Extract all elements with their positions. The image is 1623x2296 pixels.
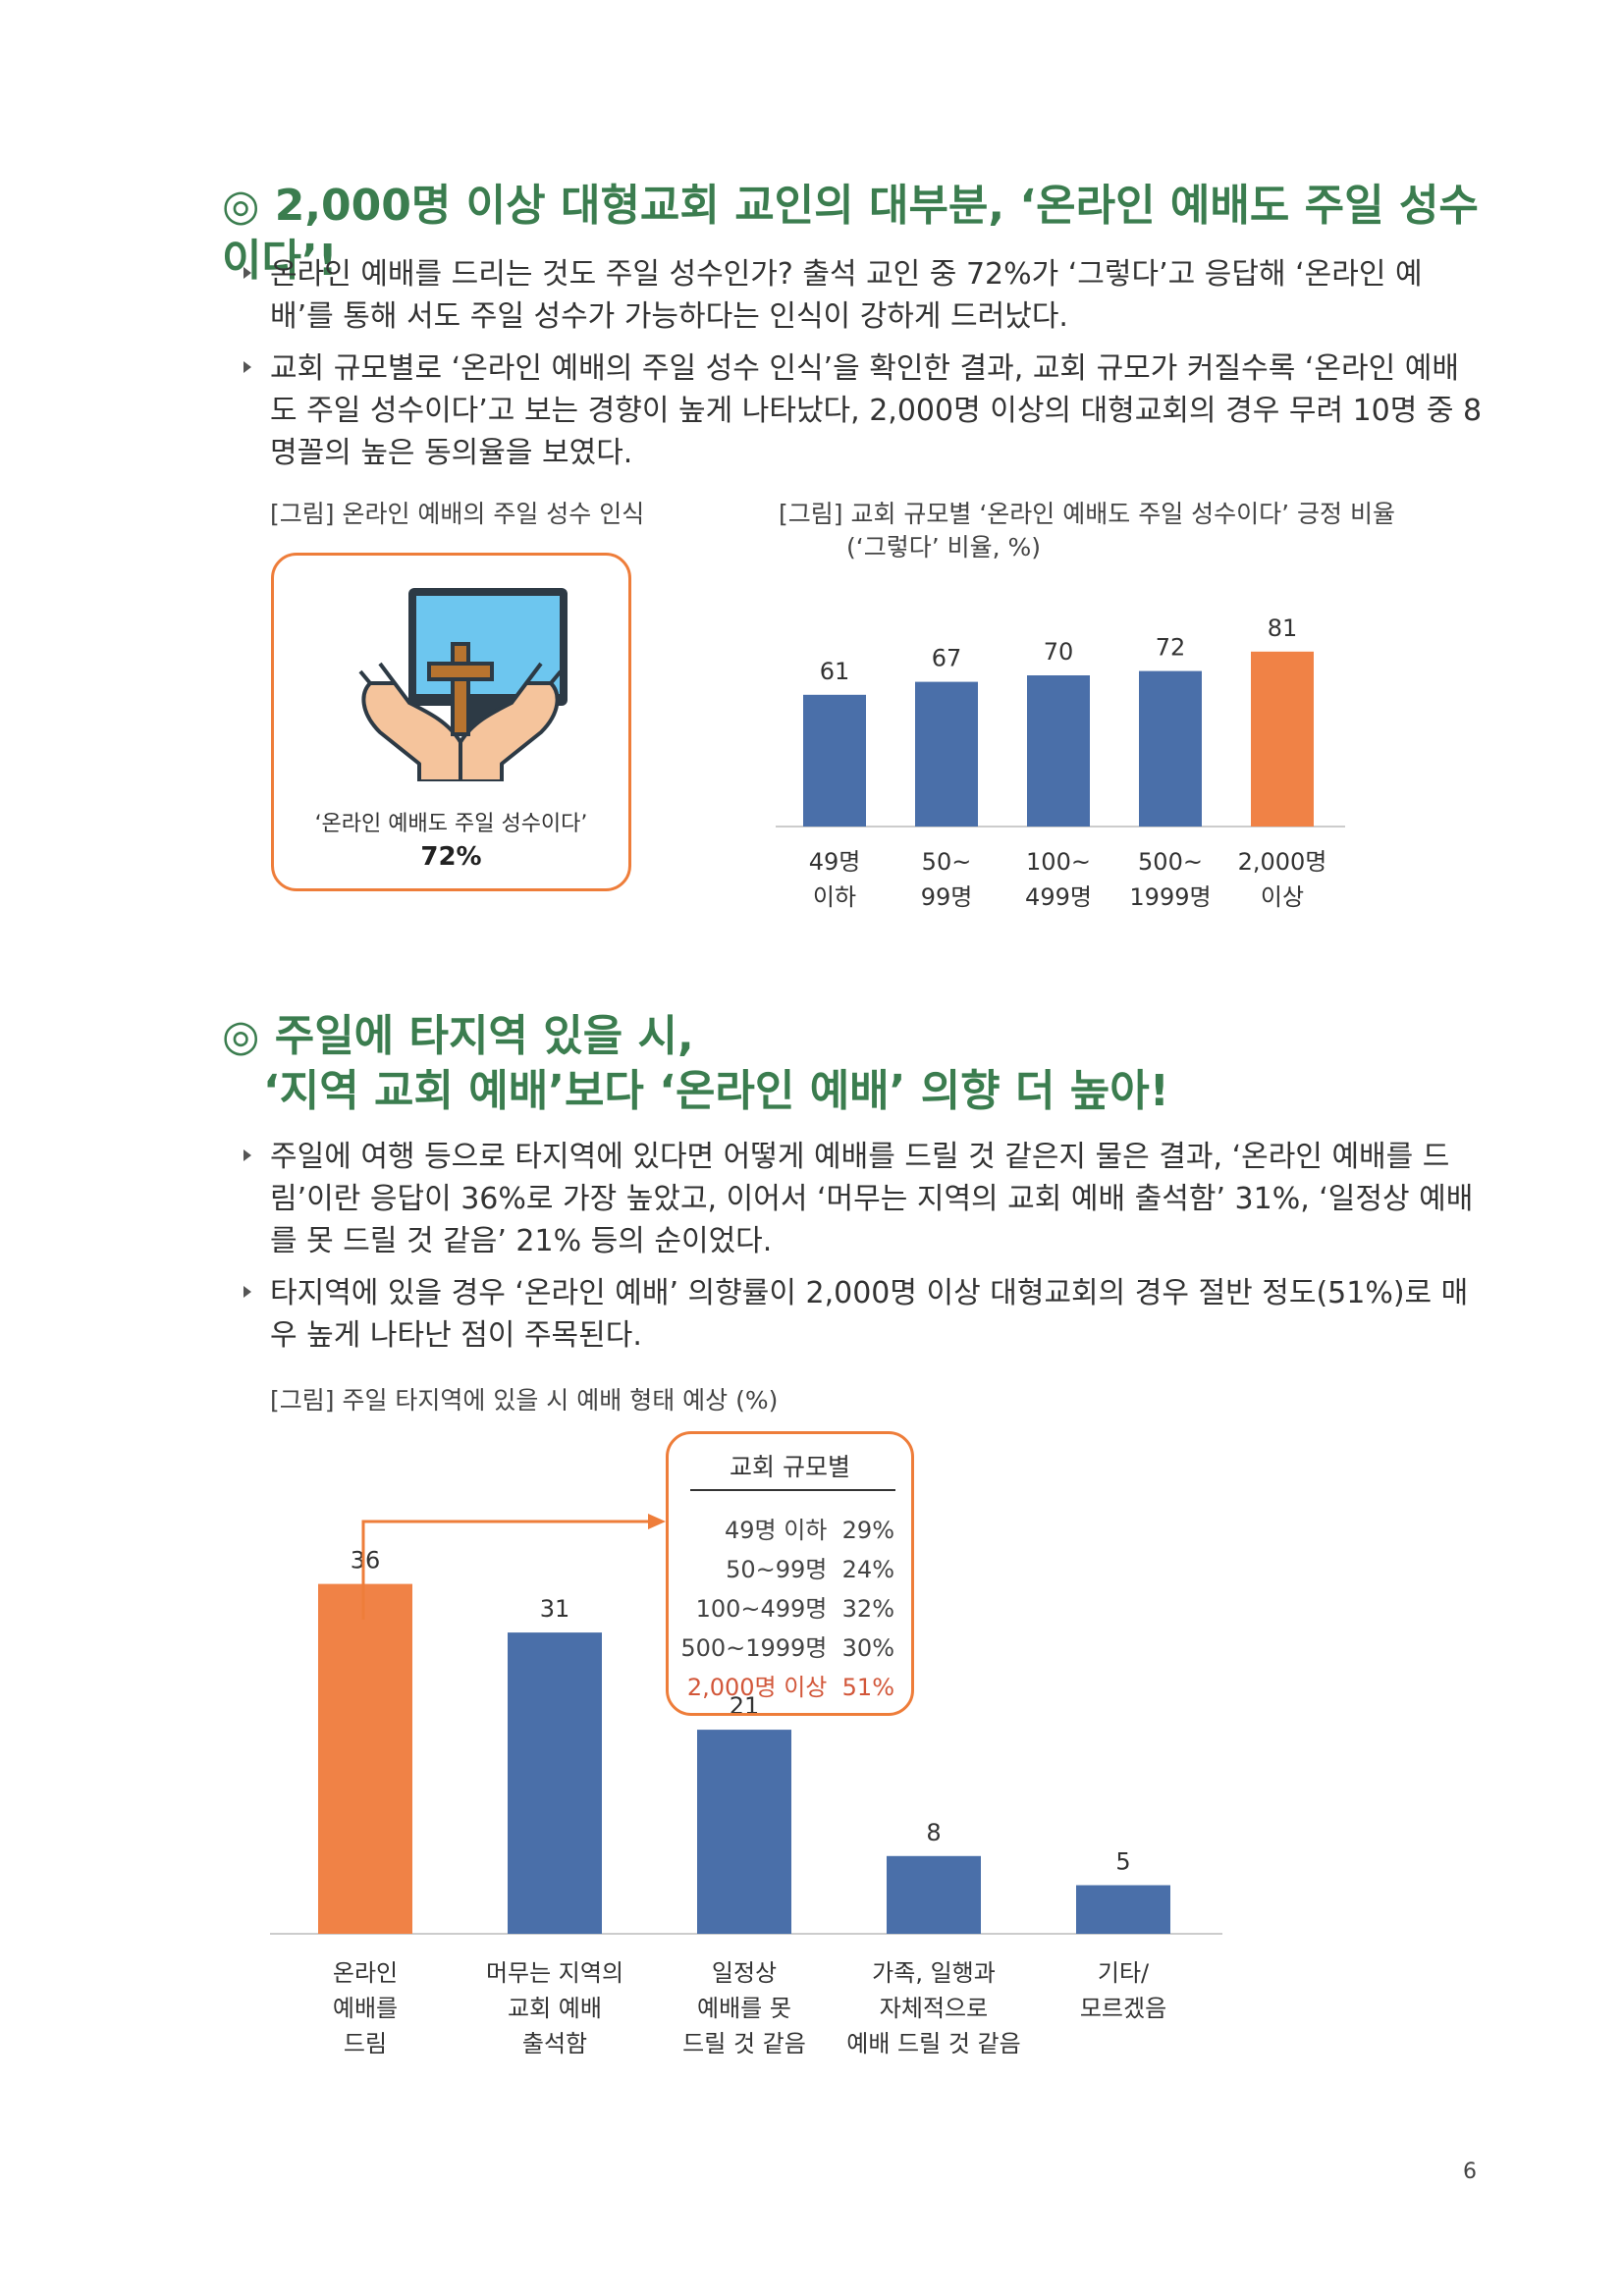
section2-bullet-2: 타지역에 있을 경우 ‘온라인 예배’ 의향률이 2,000명 이상 대형교회의… xyxy=(243,1272,1483,1357)
page-number: 6 xyxy=(1463,2160,1477,2184)
inset-row-value: 51% xyxy=(841,1674,894,1701)
data-label: 36 xyxy=(351,1547,381,1575)
category-label: 교회 예배 xyxy=(508,1995,602,2022)
category-label: 머무는 지역의 xyxy=(486,1959,623,1987)
category-label: 예배를 xyxy=(333,1995,398,2022)
inset-row-value: 32% xyxy=(841,1595,894,1623)
size-breakdown-box: 교회 규모별 49명 이하 29% 50~99명 24% 100~499명 32… xyxy=(666,1431,914,1716)
inset-row-label: 500~1999명 xyxy=(680,1634,828,1662)
bar xyxy=(1251,651,1314,827)
figure3-caption: [그림] 주일 타지역에 있을 시 예배 형태 예상 (%) xyxy=(270,1386,779,1415)
bullet-marker-icon xyxy=(243,1149,251,1161)
bullet-marker-icon xyxy=(243,267,251,279)
bullet-text: 타지역에 있을 경우 ‘온라인 예배’ 의향률이 2,000명 이상 대형교회의… xyxy=(270,1276,1469,1353)
bar xyxy=(1076,1885,1170,1934)
bar xyxy=(508,1632,602,1934)
bullet-marker-icon xyxy=(243,361,251,373)
category-label: 가족, 일행과 xyxy=(872,1959,996,1987)
data-label: 72 xyxy=(1156,634,1186,662)
hands-cross-monitor-icon xyxy=(358,588,568,781)
data-label: 61 xyxy=(820,658,850,685)
category-label: 1999명 xyxy=(1129,883,1211,911)
category-label: 499명 xyxy=(1025,883,1092,911)
figure2-caption: [그림] 교회 규모별 ‘온라인 예배도 주일 성수이다’ 긍정 비율 xyxy=(779,500,1395,528)
inset-row-value: 24% xyxy=(841,1556,894,1583)
figure1-box: ‘온라인 예배도 주일 성수이다’ 72% xyxy=(271,553,631,891)
bar xyxy=(1139,670,1202,827)
inset-row-highlight: 2,000명 이상 51% xyxy=(678,1668,894,1702)
category-label: 예배 드릴 것 같음 xyxy=(846,2030,1020,2057)
section2-heading-line2: ‘지역 교회 예배’보다 ‘온라인 예배’ 의향 더 높아! xyxy=(263,1066,1169,1116)
inset-row-label: 49명 이하 xyxy=(724,1517,828,1544)
data-label: 5 xyxy=(1115,1848,1130,1876)
data-label: 67 xyxy=(932,645,962,672)
data-label: 31 xyxy=(540,1595,570,1623)
inset-row-value: 30% xyxy=(841,1634,894,1662)
category-label: 기타/ xyxy=(1098,1959,1150,1987)
figure1-label: ‘온라인 예배도 주일 성수이다’ xyxy=(314,812,588,836)
inset-row-label: 50~99명 xyxy=(726,1556,828,1583)
figure1-caption: [그림] 온라인 예배의 주일 성수 인식 xyxy=(270,500,645,528)
bullet-text: 주일에 여행 등으로 타지역에 있다면 어떻게 예배를 드릴 것 같은지 물은 … xyxy=(270,1140,1474,1258)
section1-heading: ◎ 2,000명 이상 대형교회 교인의 대부분, ‘온라인 예배도 주일 성수… xyxy=(222,181,1479,286)
bar xyxy=(887,1855,981,1934)
inset-row-label: 100~499명 xyxy=(695,1595,828,1623)
category-label: 드릴 것 같음 xyxy=(682,2030,806,2057)
bar xyxy=(318,1583,412,1934)
data-label: 8 xyxy=(926,1819,941,1846)
connector-arrow xyxy=(361,1514,666,1620)
inset-row: 100~499명 32% xyxy=(678,1589,894,1624)
bullet-text: 온라인 예배를 드리는 것도 주일 성수인가? 출석 교인 중 72%가 ‘그렇… xyxy=(270,257,1423,334)
category-label: 자체적으로 xyxy=(880,1995,988,2022)
category-label: 이상 xyxy=(1261,883,1304,911)
inset-divider xyxy=(690,1489,895,1491)
category-label: 모르겠음 xyxy=(1080,1995,1166,2022)
inset-row: 500~1999명 30% xyxy=(678,1629,894,1663)
bar xyxy=(1027,675,1090,827)
category-label: 100~ xyxy=(1026,848,1091,876)
category-label: 49명 xyxy=(809,848,861,876)
bar xyxy=(803,694,866,827)
data-label: 70 xyxy=(1044,638,1074,666)
category-label: 드림 xyxy=(344,2030,387,2057)
figure2-subcaption: (‘그렇다’ 비율, %) xyxy=(846,533,1041,561)
inset-row: 49명 이하 29% xyxy=(678,1511,894,1545)
bullet-text: 교회 규모별로 ‘온라인 예배의 주일 성수 인식’을 확인한 결과, 교회 규… xyxy=(270,351,1483,470)
section2-heading-line1: ◎ 주일에 타지역 있을 시, xyxy=(222,1011,694,1061)
bar xyxy=(915,681,978,827)
category-label: 50~ xyxy=(922,848,972,876)
inset-row-label: 2,000명 이상 xyxy=(686,1674,828,1701)
inset-row-value: 29% xyxy=(841,1517,894,1544)
category-label: 출석함 xyxy=(522,2030,587,2057)
category-label: 온라인 xyxy=(333,1959,398,1987)
category-label: 일정상 xyxy=(712,1959,777,1987)
category-label: 2,000명 xyxy=(1238,848,1327,876)
bar xyxy=(697,1730,791,1934)
category-label: 예배를 못 xyxy=(697,1995,791,2022)
inset-row: 50~99명 24% xyxy=(678,1550,894,1584)
category-label: 이하 xyxy=(813,883,856,911)
category-label: 500~ xyxy=(1138,848,1203,876)
figure1-value: 72% xyxy=(420,842,482,872)
category-label: 99명 xyxy=(921,883,973,911)
section2-bullet-1: 주일에 여행 등으로 타지역에 있다면 어떻게 예배를 드릴 것 같은지 물은 … xyxy=(243,1136,1483,1262)
inset-title: 교회 규모별 xyxy=(730,1453,850,1481)
bullet-marker-icon xyxy=(243,1286,251,1298)
data-label: 81 xyxy=(1268,614,1298,642)
section1-bullet-2: 교회 규모별로 ‘온라인 예배의 주일 성수 인식’을 확인한 결과, 교회 규… xyxy=(243,347,1483,474)
section1-bullet-1: 온라인 예배를 드리는 것도 주일 성수인가? 출석 교인 중 72%가 ‘그렇… xyxy=(243,253,1483,338)
